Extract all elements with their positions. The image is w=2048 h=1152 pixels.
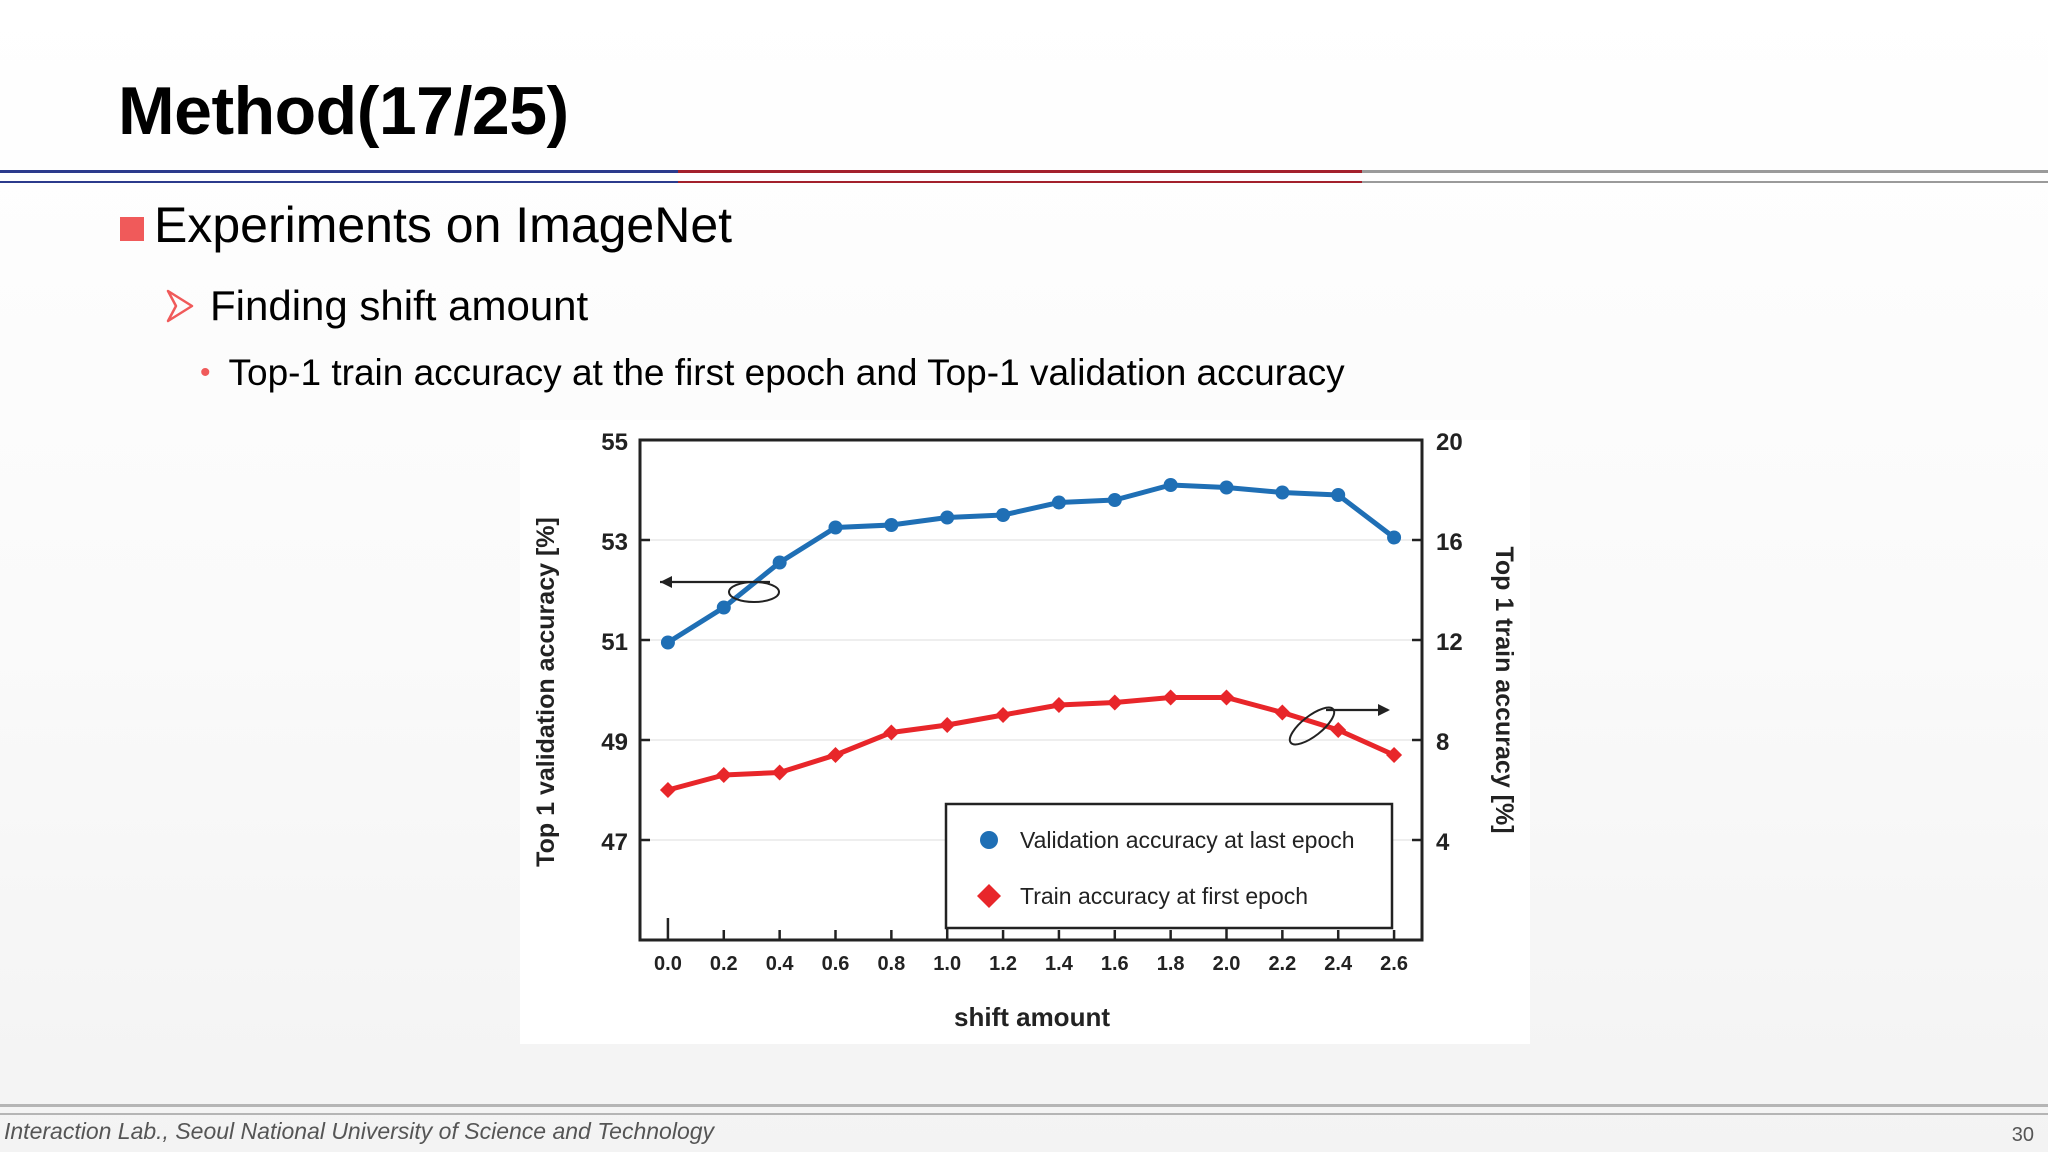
- bullet-level-1-text: Experiments on ImageNet: [154, 197, 733, 253]
- legend-validation-label: Validation accuracy at last epoch: [1020, 827, 1355, 853]
- series-point-0: [1163, 478, 1178, 492]
- slide-title: Method(17/25): [118, 73, 569, 149]
- x-tick-label: 0.4: [766, 953, 795, 975]
- series-line-0: [665, 482, 1397, 645]
- right-axis-pointer-arrowhead: [1378, 704, 1390, 716]
- x-tick-label: 0.0: [654, 953, 682, 975]
- plot-frame: [638, 438, 1424, 942]
- series-point-0: [1331, 488, 1346, 502]
- legend-train-label: Train accuracy at first epoch: [1020, 883, 1308, 909]
- dot-bullet-icon: •: [200, 356, 211, 389]
- right-axis-pointer-ellipse: [1288, 706, 1336, 746]
- y-left-tick-label: 55: [601, 429, 628, 456]
- legend-box: [944, 802, 1394, 930]
- series-point-1: [771, 764, 788, 781]
- left-axis-pointer-ellipse: [728, 581, 780, 603]
- x-tick-label: 2.0: [1213, 953, 1241, 975]
- title-rule-grey: [1362, 170, 2048, 183]
- y-axis-left-label: Top 1 validation accuracy [%]: [532, 517, 560, 867]
- series-point-1: [827, 747, 844, 763]
- bullet-level-3-text: Top-1 train accuracy at the first epoch …: [228, 352, 1345, 393]
- footer-rule: [0, 1104, 2048, 1115]
- series-point-0: [940, 510, 955, 525]
- series-point-0: [996, 508, 1011, 522]
- x-tick-label: 1.0: [933, 953, 961, 975]
- series-point-0: [828, 520, 843, 535]
- y-right-tick-label: 16: [1436, 529, 1463, 556]
- title-rule-blue: [0, 170, 678, 183]
- series-point-0: [1387, 530, 1402, 545]
- bullet-level-1: Experiments on ImageNet: [120, 196, 732, 254]
- x-tick-label: 1.4: [1045, 953, 1074, 975]
- x-tick-label: 2.6: [1380, 953, 1408, 975]
- page-number: 30: [2011, 1124, 2034, 1146]
- bullet-level-2: Finding shift amount: [166, 282, 588, 330]
- series-point-1: [1218, 689, 1235, 706]
- x-tick-label: 1.8: [1157, 953, 1185, 975]
- y-axis-right-label: Top 1 train accuracy [%]: [1490, 546, 1518, 833]
- y-left-tick-label: 51: [601, 629, 628, 656]
- series-point-0: [1275, 485, 1290, 500]
- series-point-0: [716, 600, 731, 615]
- footer-credit: Interaction Lab., Seoul National Univers…: [4, 1118, 715, 1144]
- x-axis-label: shift amount: [954, 1002, 1110, 1032]
- series-point-0: [660, 635, 675, 650]
- x-tick-label: 0.8: [877, 953, 905, 975]
- x-tick-label: 2.4: [1324, 953, 1353, 975]
- series-point-1: [1386, 747, 1403, 763]
- y-right-tick-label: 4: [1436, 829, 1450, 856]
- series-point-0: [1107, 493, 1122, 507]
- dual-axis-line-chart: 47 49 51 53 55 4 8 12 16 20 0.0 0.2 0.4 0.6 0.8 1.0 1.2 1…: [532, 429, 1518, 1032]
- series-point-1: [659, 782, 676, 798]
- series-point-1: [1050, 697, 1067, 713]
- y-left-tick-label: 47: [601, 829, 628, 856]
- x-tick-label: 2.2: [1268, 953, 1296, 975]
- y-right-tick-label: 20: [1436, 429, 1463, 456]
- series-line-1: [665, 695, 1397, 793]
- y-right-tick-label: 12: [1436, 629, 1463, 656]
- series-point-1: [1330, 722, 1347, 738]
- y-right-tick-label: 8: [1436, 729, 1449, 756]
- square-bullet-icon: [120, 217, 144, 241]
- arrow-bullet-icon: [166, 289, 194, 323]
- series-point-1: [883, 724, 900, 741]
- x-tick-label: 1.6: [1101, 953, 1129, 975]
- series-point-0: [1051, 495, 1066, 510]
- legend-train-marker: [977, 884, 1001, 908]
- x-tick-label: 0.2: [710, 953, 738, 975]
- series-point-1: [939, 717, 956, 733]
- series-point-1: [1106, 694, 1123, 711]
- bullet-level-2-text: Finding shift amount: [210, 282, 589, 329]
- left-axis-pointer-arrowhead: [660, 576, 672, 588]
- series-point-1: [1162, 689, 1179, 706]
- y-left-tick-label: 49: [601, 729, 628, 756]
- series-point-1: [995, 707, 1012, 723]
- y-left-tick-label: 53: [601, 529, 628, 556]
- bullet-level-3: • Top-1 train accuracy at the first epoc…: [200, 352, 1345, 394]
- legend-validation-marker: [980, 831, 998, 849]
- chart-panel: 47 49 51 53 55 4 8 12 16 20 0.0 0.2 0.4 0.6 0.8 1.0 1.2 1…: [520, 420, 1530, 1044]
- x-tick-label: 0.6: [822, 953, 850, 975]
- x-tick-label: 1.2: [989, 953, 1017, 975]
- series-point-0: [884, 518, 899, 532]
- series-point-0: [772, 555, 787, 570]
- series-point-0: [1219, 480, 1234, 495]
- series-point-1: [1274, 704, 1291, 721]
- series-point-1: [715, 767, 732, 783]
- title-rule-red: [678, 170, 1362, 183]
